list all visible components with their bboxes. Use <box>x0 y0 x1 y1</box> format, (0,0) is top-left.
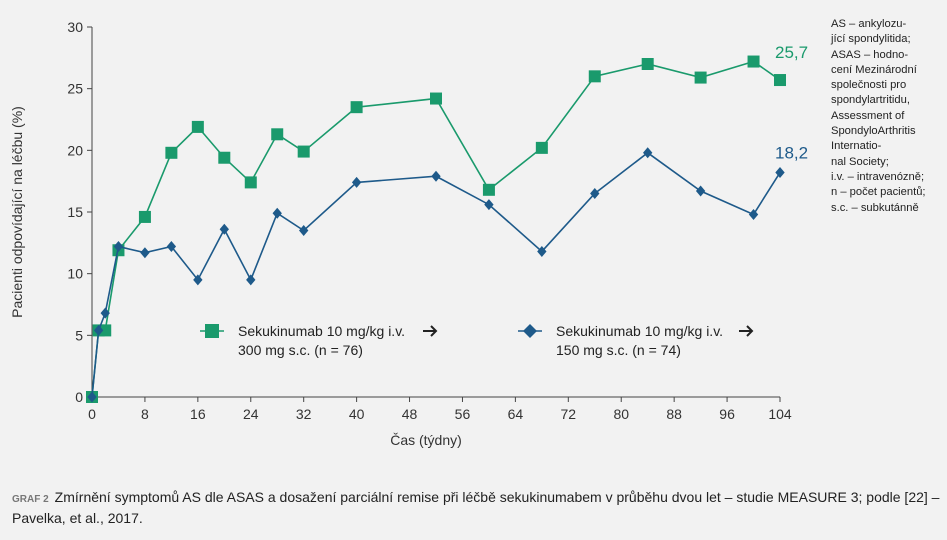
data-point <box>166 241 177 253</box>
x-tick-label: 32 <box>296 406 312 422</box>
data-point <box>774 74 786 87</box>
data-point <box>588 70 601 83</box>
series-line <box>91 151 781 398</box>
arrow-right-icon <box>739 325 754 337</box>
note-line: cení Mezinárodní <box>831 63 917 76</box>
data-point <box>93 324 104 336</box>
chart-legend: Sekukinumab 10 mg/kg i.v. 300 mg s.c. (n … <box>200 323 754 358</box>
x-tick-label: 8 <box>141 406 149 422</box>
note-line: společnosti pro <box>831 79 907 92</box>
legend-label-line1: Sekukinumab 10 mg/kg i.v. <box>238 323 405 339</box>
data-point <box>590 188 600 199</box>
x-tick-label: 24 <box>243 406 259 422</box>
data-point <box>244 176 257 189</box>
data-point <box>641 58 654 70</box>
x-tick-label: 104 <box>768 406 792 422</box>
x-axis-title: Čas (týdny) <box>390 432 462 448</box>
x-tick-label: 72 <box>561 406 577 422</box>
data-point <box>297 145 310 158</box>
data-point <box>271 128 284 141</box>
series-diamond: 18,2 <box>87 144 808 403</box>
x-tick-label: 56 <box>455 406 471 422</box>
note-line: Internatio- <box>831 140 882 153</box>
data-point <box>87 391 97 403</box>
data-point <box>193 274 203 286</box>
x-tick-label: 80 <box>613 406 629 422</box>
data-point <box>350 101 363 114</box>
data-point <box>537 245 547 257</box>
arrow-right-icon <box>423 325 438 337</box>
data-point <box>694 71 707 84</box>
note-line: Assessment of <box>831 109 905 122</box>
data-point <box>113 241 124 253</box>
data-point <box>191 120 204 133</box>
data-point <box>748 208 759 220</box>
note-line: s.c. – subkutánně <box>831 201 919 214</box>
data-point <box>484 199 494 211</box>
end-value-label: 25,7 <box>775 43 808 62</box>
y-tick-label: 20 <box>67 142 83 158</box>
legend-label-line2: 150 mg s.c. (n = 74) <box>556 342 681 358</box>
legend-marker <box>205 324 219 338</box>
y-tick-label: 10 <box>67 266 83 282</box>
x-tick-label: 40 <box>349 406 365 422</box>
data-point <box>272 207 282 219</box>
y-tick-label: 30 <box>67 19 83 35</box>
note-line: SpondyloArthritis <box>831 125 916 138</box>
data-point <box>138 210 151 223</box>
x-tick-label: 88 <box>666 406 682 422</box>
data-point <box>165 146 178 159</box>
x-tick-label: 64 <box>508 406 524 422</box>
series-square: 25,7 <box>86 43 808 403</box>
data-point <box>430 92 442 105</box>
x-tick-label: 0 <box>88 406 96 422</box>
note-line: ASAS – hodno- <box>831 48 909 61</box>
x-tick-label: 48 <box>402 406 418 422</box>
note-line: nal Society; <box>831 155 889 168</box>
y-tick-label: 15 <box>67 204 83 220</box>
legend-item-diamond: Sekukinumab 10 mg/kg i.v. 150 mg s.c. (n … <box>518 323 754 358</box>
y-axis-title: Pacienti odpovídající na léčbu (%) <box>9 106 25 318</box>
data-point <box>695 185 706 197</box>
chart-series: 25,7 18,2 <box>86 43 808 403</box>
chart-axes: 0 5 10 15 20 25 30 0 8 16 24 32 40 48 56 64 72 80 88 96 104 Č… <box>9 19 792 448</box>
data-point <box>218 151 231 164</box>
response-line-chart: 0 5 10 15 20 25 30 0 8 16 24 32 40 48 56 64 72 80 88 96 104 Č… <box>9 19 808 448</box>
data-point <box>219 223 229 235</box>
data-point <box>643 147 653 159</box>
y-tick-label: 25 <box>67 81 83 97</box>
y-tick-label: 0 <box>75 389 83 405</box>
note-line: n – počet pacientů; <box>831 186 926 199</box>
data-point <box>482 183 495 196</box>
legend-label-line1: Sekukinumab 10 mg/kg i.v. <box>556 323 723 339</box>
figure-caption: GRAF 2 Zmírnění symptomů AS dle ASAS a do… <box>12 488 942 527</box>
data-point <box>747 55 760 68</box>
note-line: i.v. – intravenózně; <box>831 170 925 183</box>
abbreviations-note: AS – ankylozu-jící spondylitida; ASAS – h… <box>831 17 943 216</box>
legend-item-square: Sekukinumab 10 mg/kg i.v. 300 mg s.c. (n … <box>200 323 438 358</box>
x-tick-label: 96 <box>719 406 735 422</box>
legend-marker <box>523 324 537 338</box>
note-line: AS – ankylozu- <box>831 18 907 30</box>
x-tick-label: 16 <box>190 406 206 422</box>
data-point <box>140 247 150 259</box>
end-value-label: 18,2 <box>775 144 808 163</box>
data-point <box>100 307 110 319</box>
caption-text: Zmírnění symptomů AS dle ASAS a dosažení… <box>12 489 940 526</box>
legend-label-line2: 300 mg s.c. (n = 76) <box>238 342 363 358</box>
y-tick-label: 5 <box>75 327 83 343</box>
data-point <box>299 225 309 236</box>
data-point <box>246 274 256 286</box>
data-point <box>431 170 441 182</box>
data-point <box>351 176 362 188</box>
data-point <box>775 167 785 179</box>
data-point <box>99 324 112 337</box>
note-line: jící spondylitida; <box>831 33 911 46</box>
caption-label: GRAF 2 <box>12 494 49 505</box>
note-line: spondylartritidu, <box>831 94 910 107</box>
data-point <box>535 141 548 154</box>
